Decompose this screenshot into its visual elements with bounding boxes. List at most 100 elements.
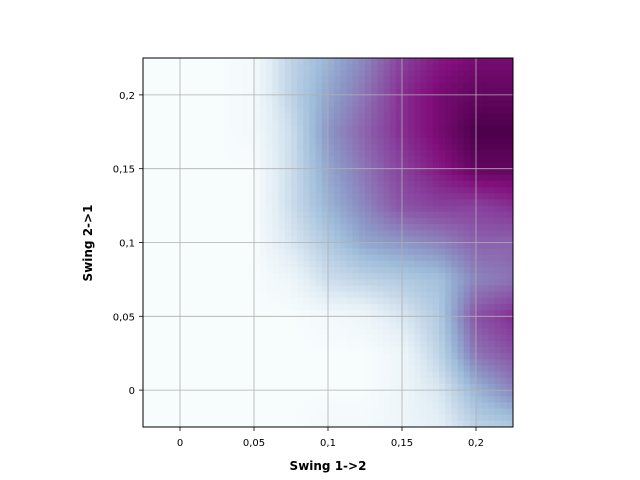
heatmap-cell (210, 359, 218, 367)
heatmap-cell (432, 340, 440, 348)
heatmap-cell (321, 267, 329, 274)
heatmap-cell (346, 420, 354, 427)
heatmap-cell (334, 137, 341, 145)
heatmap-cell (155, 371, 163, 379)
heatmap-cell (377, 76, 385, 84)
heatmap-cell (457, 310, 465, 317)
heatmap-cell (247, 390, 255, 397)
heatmap-cell (223, 285, 230, 293)
heatmap-cell (482, 297, 489, 305)
heatmap-cell (143, 101, 150, 108)
heatmap-cell (186, 304, 193, 311)
heatmap-cell (247, 353, 255, 360)
heatmap-cell (506, 101, 513, 108)
heatmap-cell (340, 285, 348, 293)
heatmap-cell (506, 107, 513, 114)
heatmap-cell (278, 359, 286, 367)
heatmap-cell (192, 340, 200, 348)
heatmap-cell (445, 137, 452, 145)
heatmap-cell (352, 82, 360, 90)
heatmap-cell (247, 230, 255, 237)
heatmap-cell (420, 64, 428, 71)
heatmap-cell (469, 328, 477, 336)
heatmap-cell (321, 383, 329, 391)
heatmap-cell (223, 193, 230, 201)
heatmap-cell (223, 236, 230, 244)
heatmap-cell (494, 58, 502, 65)
heatmap-cell (254, 205, 261, 213)
heatmap-cell (482, 205, 489, 213)
heatmap-cell (254, 144, 261, 151)
heatmap-cell (291, 58, 298, 65)
heatmap-cell (303, 347, 311, 354)
heatmap-cell (426, 353, 434, 360)
heatmap-cell (476, 359, 483, 367)
heatmap-cell (192, 334, 200, 342)
heatmap-cell (358, 254, 366, 262)
heatmap-cell (198, 347, 206, 354)
heatmap-cell (223, 340, 230, 348)
heatmap-cell (389, 144, 397, 151)
heatmap-cell (235, 88, 243, 96)
heatmap-cell (457, 291, 465, 299)
heatmap-cell (365, 119, 372, 127)
heatmap-cell (352, 156, 360, 164)
heatmap-cell (291, 113, 298, 121)
heatmap-cell (217, 402, 224, 410)
heatmap-cell (297, 414, 304, 422)
heatmap-cell (198, 205, 206, 213)
heatmap-cell (260, 217, 267, 225)
heatmap-cell (383, 273, 391, 280)
heatmap-cell (408, 242, 415, 250)
heatmap-cell (352, 402, 360, 410)
heatmap-cell (143, 365, 150, 373)
heatmap-cell (488, 230, 496, 237)
heatmap-cell (235, 291, 243, 299)
heatmap-cell (365, 144, 372, 151)
heatmap-cell (420, 353, 428, 360)
heatmap-cell (229, 82, 237, 90)
heatmap-cell (414, 131, 422, 139)
heatmap-cell (482, 64, 489, 71)
heatmap-cell (284, 273, 292, 280)
heatmap-cell (291, 94, 298, 102)
heatmap-cell (180, 328, 187, 336)
heatmap-cell (402, 211, 409, 219)
heatmap-cell (457, 420, 465, 427)
heatmap-cell (340, 304, 348, 311)
heatmap-cell (173, 322, 181, 330)
heatmap-cell (309, 58, 317, 65)
heatmap-cell (500, 285, 508, 293)
heatmap-cell (266, 199, 274, 207)
heatmap-cell (297, 94, 304, 102)
heatmap-cell (482, 236, 489, 244)
heatmap-cell (173, 211, 181, 219)
heatmap-cell (149, 291, 156, 299)
heatmap-cell (414, 211, 422, 219)
heatmap-cell (377, 420, 385, 427)
heatmap-cell (346, 76, 354, 84)
heatmap-cell (439, 291, 446, 299)
heatmap-cell (284, 377, 292, 385)
heatmap-cell (161, 248, 169, 256)
heatmap-cell (451, 187, 459, 194)
heatmap-cell (303, 230, 311, 237)
heatmap-cell (278, 347, 286, 354)
heatmap-cell (241, 291, 249, 299)
heatmap-cell (161, 162, 169, 170)
heatmap-cell (173, 267, 181, 274)
heatmap-cell (198, 211, 206, 219)
heatmap-cell (414, 150, 422, 157)
heatmap-cell (340, 137, 348, 145)
heatmap-cell (241, 285, 249, 293)
heatmap-cell (426, 365, 434, 373)
heatmap-cell (229, 267, 237, 274)
heatmap-cell (408, 328, 415, 336)
heatmap-cell (383, 199, 391, 207)
heatmap-cell (254, 322, 261, 330)
heatmap-cell (432, 359, 440, 367)
heatmap-cell (229, 187, 237, 194)
heatmap-cell (303, 248, 311, 256)
heatmap-cell (198, 107, 206, 114)
heatmap-cell (420, 187, 428, 194)
